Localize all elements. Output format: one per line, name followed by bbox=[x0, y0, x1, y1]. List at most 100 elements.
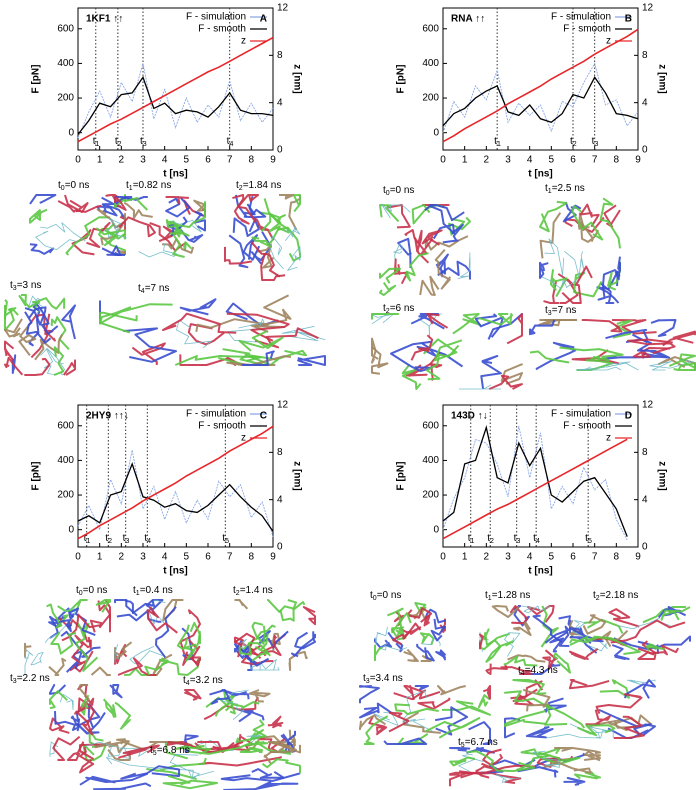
snapshot-var: t bbox=[593, 590, 596, 601]
molecule-strand bbox=[138, 243, 178, 258]
molecule-strand bbox=[116, 249, 126, 256]
molecule-strand bbox=[79, 772, 149, 786]
molecule-strand bbox=[564, 216, 605, 233]
molecule-strand bbox=[79, 746, 95, 774]
panel-letter: A bbox=[260, 14, 267, 25]
snapshot-time: =0 ns bbox=[65, 180, 90, 191]
molecule-strand bbox=[437, 260, 471, 280]
molecule-strand bbox=[102, 698, 117, 718]
molecule-strand bbox=[166, 201, 206, 228]
molecule-image bbox=[539, 197, 621, 304]
x-axis-label: t [ns] bbox=[163, 169, 187, 180]
molecule-strand bbox=[4, 340, 15, 361]
molecule-strand bbox=[404, 252, 429, 282]
molecule-strand bbox=[425, 717, 481, 739]
panel-letter: B bbox=[625, 14, 632, 25]
event-label: t2 bbox=[115, 136, 122, 148]
plot-frame bbox=[77, 404, 274, 548]
x-tick-label: 9 bbox=[270, 155, 276, 166]
molecule-strand bbox=[374, 626, 388, 645]
series-line bbox=[77, 425, 274, 540]
molecule-strand bbox=[53, 346, 65, 376]
series-line bbox=[77, 75, 274, 135]
molecule-strand bbox=[64, 194, 89, 213]
snapshot-label: t4=3.2 ns bbox=[183, 675, 223, 687]
y-tick-label: 600 bbox=[57, 23, 74, 34]
event-var: t bbox=[93, 136, 96, 147]
molecule-strand bbox=[525, 726, 554, 739]
molecule-strand bbox=[403, 685, 424, 701]
snapshot-var: t bbox=[150, 745, 153, 756]
event-var: t bbox=[227, 136, 230, 147]
snapshot-var: t bbox=[58, 180, 61, 191]
molecule-strand bbox=[155, 606, 177, 658]
snapshot-time: =1.28 ns bbox=[492, 590, 531, 601]
y2-tick-label: 8 bbox=[277, 50, 283, 61]
x-tick-label: 3 bbox=[140, 552, 146, 563]
event-var: t bbox=[123, 533, 126, 544]
molecule-strand bbox=[458, 384, 502, 390]
molecule-strand bbox=[18, 322, 37, 357]
molecule-image bbox=[479, 605, 571, 675]
molecule-strand bbox=[179, 298, 217, 316]
snapshot-label: t1=0.82 ns bbox=[126, 180, 171, 192]
molecule-strand bbox=[512, 679, 547, 695]
y-axis-label: F [pN] bbox=[31, 65, 42, 94]
event-var: t bbox=[494, 136, 497, 147]
molecule-strand bbox=[584, 750, 601, 762]
molecule-strand bbox=[574, 771, 601, 780]
molecule-strand bbox=[174, 355, 262, 366]
molecule-strand bbox=[165, 196, 190, 205]
molecule-strand bbox=[71, 229, 95, 256]
snapshot-time: =0 ns bbox=[83, 585, 108, 596]
molecule-strand bbox=[74, 707, 94, 736]
series-line bbox=[77, 63, 274, 139]
panel-title: RNA ↑↑ bbox=[451, 14, 485, 25]
molecule-strand bbox=[71, 634, 92, 665]
event-var: t bbox=[570, 136, 573, 147]
molecule-strand bbox=[614, 256, 621, 281]
molecule-strand bbox=[237, 708, 265, 723]
event-index: 2 bbox=[118, 141, 122, 148]
molecule-strand bbox=[539, 200, 568, 233]
molecule-strand bbox=[185, 741, 253, 755]
molecule-image bbox=[379, 204, 471, 296]
molecule-strand bbox=[248, 689, 271, 703]
molecule-strand bbox=[260, 213, 287, 232]
molecule-strand bbox=[474, 313, 505, 338]
snapshot-var: t bbox=[126, 180, 129, 191]
molecule-strand bbox=[183, 630, 201, 662]
molecule-strand bbox=[509, 605, 528, 625]
molecule-strand bbox=[368, 715, 388, 736]
snapshot-var: t bbox=[518, 665, 521, 676]
molecule-strand bbox=[504, 690, 552, 710]
molecule-strand bbox=[544, 704, 586, 729]
molecule-strand bbox=[559, 346, 624, 362]
molecule-strand bbox=[599, 679, 630, 699]
legend-label: F - smooth bbox=[563, 24, 611, 35]
snapshot-label: t1=0.4 ns bbox=[133, 585, 173, 597]
molecule-strand bbox=[106, 757, 214, 778]
molecule-strand bbox=[34, 333, 64, 361]
event-index: 5 bbox=[225, 538, 229, 545]
molecule-strand bbox=[581, 319, 623, 333]
molecule-strand bbox=[401, 363, 422, 390]
molecule-strand bbox=[364, 715, 389, 745]
snapshot-var: t bbox=[233, 585, 236, 596]
molecule-strand bbox=[223, 780, 299, 790]
y2-axis-label: z [nm] bbox=[656, 461, 667, 490]
snapshot-index: 3 bbox=[548, 310, 552, 317]
molecule-strand bbox=[258, 630, 289, 649]
snapshot-label: t3=7 ns bbox=[545, 305, 576, 317]
molecule-strand bbox=[483, 628, 501, 650]
molecule-strand bbox=[108, 738, 130, 753]
molecule-strand bbox=[123, 202, 153, 220]
molecule-strand bbox=[546, 730, 614, 739]
molecule-strand bbox=[120, 765, 181, 780]
molecule-strand bbox=[18, 294, 41, 309]
molecule-strand bbox=[24, 357, 51, 376]
molecule-strand bbox=[267, 599, 297, 613]
molecule-strand bbox=[532, 750, 561, 768]
molecule-strand bbox=[224, 246, 253, 265]
